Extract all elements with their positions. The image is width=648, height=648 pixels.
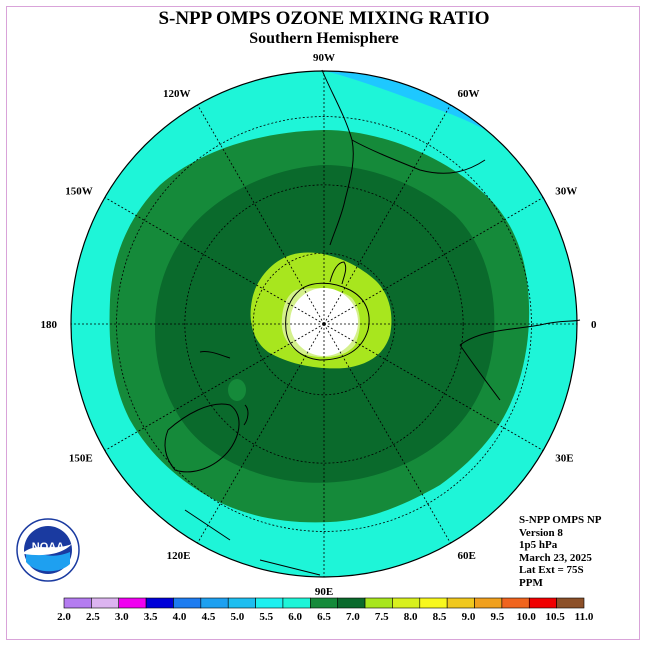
latitude-circle bbox=[116, 116, 532, 532]
longitude-label: 120W bbox=[163, 88, 191, 100]
longitude-label: 30W bbox=[555, 186, 577, 198]
map-fill-layers bbox=[71, 71, 577, 577]
latitude-circle bbox=[184, 184, 464, 464]
globe-outline bbox=[70, 70, 578, 578]
info-line-date: March 23, 2025 bbox=[519, 551, 592, 564]
coastline-path bbox=[459, 319, 581, 401]
longitude-label: 60E bbox=[458, 550, 476, 562]
longitude-label: 150E bbox=[69, 453, 93, 465]
noaa-logo: NOAA bbox=[16, 518, 80, 582]
longitude-label: 90W bbox=[313, 52, 335, 64]
longitude-label: 90E bbox=[315, 586, 333, 598]
coastline-path bbox=[329, 261, 347, 285]
latitude-circle bbox=[252, 252, 396, 396]
coastline-path bbox=[164, 403, 240, 473]
map-subtitle: Southern Hemisphere bbox=[249, 30, 399, 47]
coastline-path bbox=[285, 282, 370, 361]
small-contour-blob bbox=[228, 379, 246, 401]
longitude-labels: 90W 60W 30W 0 30E 60E 90E 120E 150E 180 150W 120W bbox=[41, 52, 598, 598]
noaa-logo-text: NOAA bbox=[32, 541, 64, 553]
longitude-label: 180 bbox=[41, 319, 58, 331]
product-info: S-NPP OMPS NP Version 8 1p5 hPa March 23… bbox=[519, 514, 602, 590]
info-line-instrument: S-NPP OMPS NP bbox=[519, 514, 602, 526]
longitude-label: 30E bbox=[555, 453, 573, 465]
coastline-path bbox=[321, 69, 486, 246]
image-frame bbox=[6, 6, 640, 640]
info-line-pressure: 1p5 hPa bbox=[519, 539, 558, 552]
longitude-label: 0 bbox=[591, 319, 597, 331]
map-title: S-NPP OMPS OZONE MIXING RATIO bbox=[158, 8, 490, 29]
info-line-lat-extent: Lat Ext = 75S bbox=[519, 564, 584, 577]
graticule bbox=[71, 71, 577, 577]
info-line-units: PPM bbox=[519, 576, 543, 589]
longitude-label: 120E bbox=[167, 550, 191, 562]
longitude-label: 60W bbox=[458, 88, 480, 100]
longitude-label: 150W bbox=[65, 186, 93, 198]
info-line-version: Version 8 bbox=[519, 526, 563, 539]
coastline-path bbox=[199, 351, 249, 426]
